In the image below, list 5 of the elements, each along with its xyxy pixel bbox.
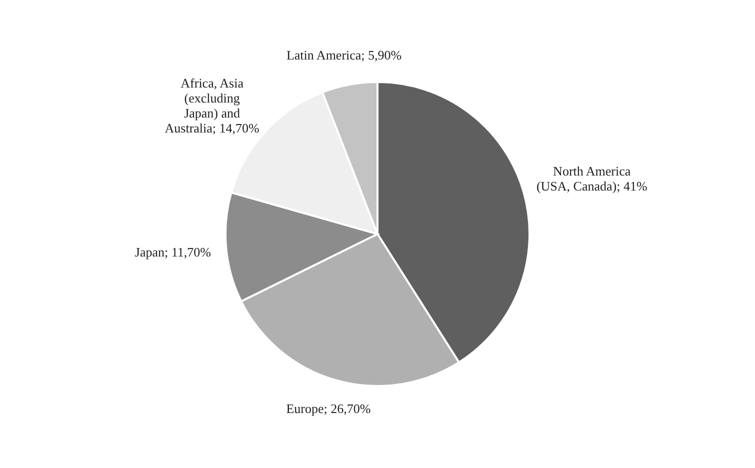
slice-label: Europe; 26,70% [286, 400, 371, 416]
slice-label: North America (USA, Canada); 41% [536, 164, 648, 194]
slice-label: Japan; 11,70% [134, 244, 212, 260]
slice-label: Africa, Asia (excluding Japan) and Australia; 14,70% [164, 75, 260, 136]
slice-label: Latin America; 5,90% [286, 48, 402, 63]
